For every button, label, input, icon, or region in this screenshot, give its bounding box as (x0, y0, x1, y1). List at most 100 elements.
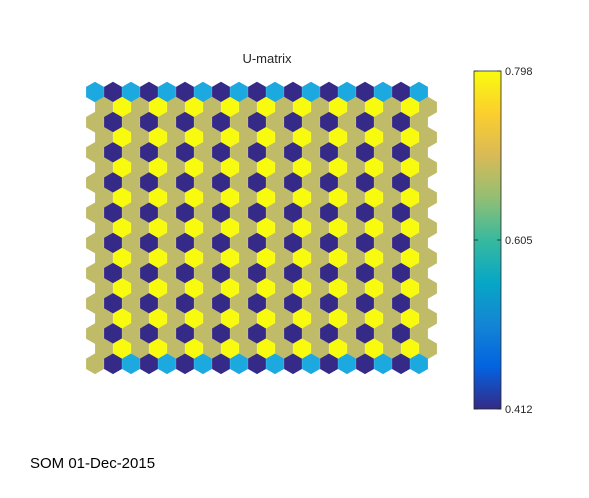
hex-cell (113, 187, 131, 208)
hex-cell (275, 127, 293, 148)
hex-cell (104, 111, 122, 133)
hex-cell (239, 157, 257, 178)
hex-cell (365, 96, 383, 118)
hex-cell (293, 157, 311, 178)
hex-cell (176, 142, 194, 163)
hex-cell (257, 157, 275, 178)
hex-cell (266, 142, 284, 163)
hex-cell (158, 232, 176, 254)
hex-cell (302, 353, 320, 375)
hex-cell (104, 202, 122, 224)
hex-cell (239, 308, 257, 329)
hex-cell (104, 262, 122, 284)
hex-cell (347, 127, 365, 148)
hex-cell (185, 278, 203, 299)
hex-cell (230, 262, 248, 284)
hex-cell (356, 232, 374, 254)
chart-title: U-matrix (242, 51, 292, 66)
hex-cell (311, 247, 329, 269)
hex-cell (419, 96, 437, 118)
hex-cell (365, 278, 383, 299)
hex-cell (338, 232, 356, 254)
hex-cell (149, 187, 167, 208)
hex-cell (401, 187, 419, 208)
hex-cell (257, 338, 275, 359)
hex-cell (230, 232, 248, 254)
hex-cell (356, 172, 374, 193)
hex-cell (194, 202, 212, 224)
hex-cell (311, 127, 329, 148)
hex-cell (392, 323, 410, 344)
hex-cell (185, 157, 203, 178)
hex-cell (266, 353, 284, 375)
hex-cell (113, 338, 131, 359)
hex-cell (95, 247, 113, 269)
hex-cell (239, 96, 257, 118)
hex-cell (221, 217, 239, 239)
hex-cell (365, 247, 383, 269)
hex-cell (185, 217, 203, 239)
hex-cell (302, 81, 320, 103)
hex-cell (212, 353, 230, 375)
hex-cell (365, 217, 383, 239)
hex-cell (347, 247, 365, 269)
hex-cell (194, 323, 212, 344)
hex-cell (230, 81, 248, 103)
hex-cell (401, 247, 419, 269)
hex-cell (374, 353, 392, 375)
hex-cell (374, 81, 392, 103)
hex-cell (239, 247, 257, 269)
hex-cell (104, 323, 122, 344)
hex-cell (392, 172, 410, 193)
hex-cell (410, 172, 428, 193)
hex-cell (140, 81, 158, 103)
hex-cell (311, 338, 329, 359)
hex-cell (86, 293, 104, 314)
hex-cell (401, 96, 419, 118)
hex-cell (212, 111, 230, 133)
hex-cell (248, 262, 266, 284)
hex-cell (140, 202, 158, 224)
hex-cell (275, 187, 293, 208)
hex-cell (374, 202, 392, 224)
hex-cell (131, 247, 149, 269)
hex-cell (104, 81, 122, 103)
hex-cell (374, 262, 392, 284)
hex-cell (212, 142, 230, 163)
hex-cell (419, 157, 437, 178)
hex-cell (284, 172, 302, 193)
hex-cell (401, 127, 419, 148)
hex-cell (329, 247, 347, 269)
hex-cell (383, 187, 401, 208)
hex-cell (167, 308, 185, 329)
hex-cell (248, 353, 266, 375)
hex-cell (356, 353, 374, 375)
hex-cell (311, 308, 329, 329)
hex-cell (122, 293, 140, 314)
hex-cell (185, 187, 203, 208)
hex-cell (338, 81, 356, 103)
hex-cell (284, 202, 302, 224)
hex-cell (113, 157, 131, 178)
hex-cell (320, 232, 338, 254)
hex-cell (383, 127, 401, 148)
hex-cell (410, 262, 428, 284)
hex-cell (95, 338, 113, 359)
hex-cell (365, 127, 383, 148)
hex-cell (374, 142, 392, 163)
hex-cell (122, 202, 140, 224)
hex-cell (383, 217, 401, 239)
hex-cell (122, 111, 140, 133)
hex-cell (185, 96, 203, 118)
hex-cell (329, 217, 347, 239)
hex-cell (356, 323, 374, 344)
hex-cell (176, 262, 194, 284)
hex-cell (320, 111, 338, 133)
hex-cell (185, 338, 203, 359)
hex-cell (95, 217, 113, 239)
hex-cell (185, 308, 203, 329)
hex-cell (140, 142, 158, 163)
hex-cell (338, 111, 356, 133)
hex-cell (320, 172, 338, 193)
hex-cell (293, 338, 311, 359)
